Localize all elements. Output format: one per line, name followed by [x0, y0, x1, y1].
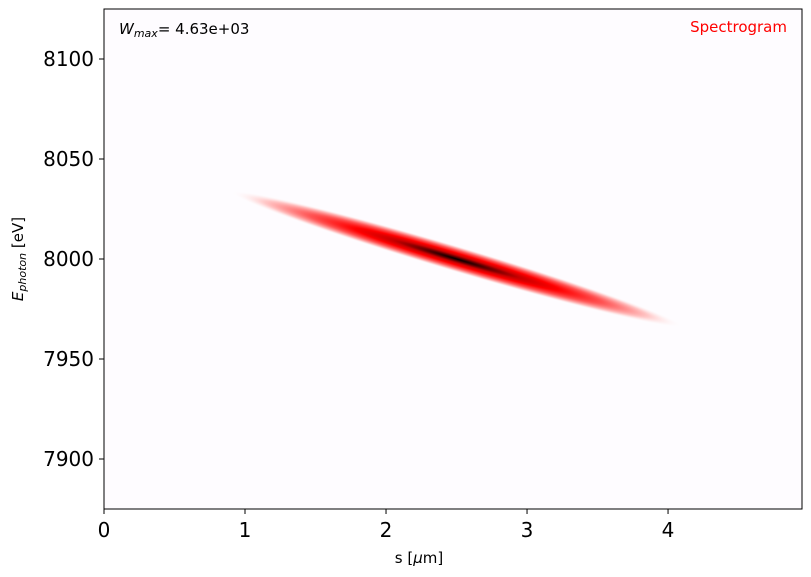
y-tick-label: 7900 [43, 447, 94, 471]
x-axis-label-rest: m] [423, 549, 443, 567]
wmax-annotation: Wmax= 4.63e+03 [119, 20, 249, 40]
y-axis-ticks: 7900 7950 8000 8050 8100 [43, 47, 104, 471]
x-tick-label: 3 [521, 518, 534, 542]
x-tick-label: 4 [662, 518, 675, 542]
y-tick-label: 7950 [43, 347, 94, 371]
y-axis-label-symbol: E [9, 291, 27, 301]
spectrogram-intensity-blob [230, 190, 683, 328]
y-axis-label-subscript: photon [16, 253, 29, 293]
x-axis-label: s [μm] [395, 549, 443, 567]
wmax-subscript: max [134, 27, 158, 40]
x-axis-ticks: 0 1 2 3 4 [98, 509, 675, 542]
x-tick-label: 2 [380, 518, 393, 542]
y-tick-label: 8100 [43, 47, 94, 71]
y-axis-label-unit: [eV] [9, 217, 27, 253]
wmax-value: = 4.63e+03 [158, 20, 250, 38]
y-tick-label: 8000 [43, 247, 94, 271]
x-tick-label: 1 [239, 518, 252, 542]
y-tick-label: 8050 [43, 147, 94, 171]
x-axis-label-main: s [ [395, 549, 413, 567]
x-tick-label: 0 [98, 518, 111, 542]
x-axis-label-greek: μ [412, 549, 423, 567]
y-axis-label: Ephoton [eV] [9, 217, 29, 301]
chart-title: Spectrogram [690, 18, 787, 36]
wmax-symbol: W [119, 20, 135, 38]
